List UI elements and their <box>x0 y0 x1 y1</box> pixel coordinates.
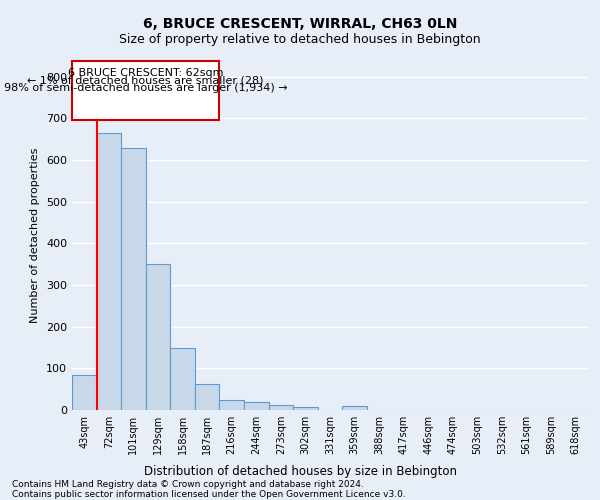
Text: Size of property relative to detached houses in Bebington: Size of property relative to detached ho… <box>119 32 481 46</box>
Y-axis label: Number of detached properties: Number of detached properties <box>31 148 40 322</box>
Bar <box>220 400 244 410</box>
Bar <box>97 133 121 410</box>
Bar <box>195 384 220 410</box>
Bar <box>146 264 170 410</box>
Text: 98% of semi-detached houses are larger (1,934) →: 98% of semi-detached houses are larger (… <box>4 84 287 94</box>
Bar <box>170 348 195 410</box>
Bar <box>121 148 146 410</box>
Text: 6, BRUCE CRESCENT, WIRRAL, CH63 0LN: 6, BRUCE CRESCENT, WIRRAL, CH63 0LN <box>143 18 457 32</box>
Text: ← 1% of detached houses are smaller (28): ← 1% of detached houses are smaller (28) <box>28 76 264 86</box>
Bar <box>269 404 293 410</box>
Bar <box>342 406 367 410</box>
FancyBboxPatch shape <box>72 61 220 120</box>
Text: Contains HM Land Registry data © Crown copyright and database right 2024.
Contai: Contains HM Land Registry data © Crown c… <box>12 480 406 499</box>
Text: 6 BRUCE CRESCENT: 62sqm: 6 BRUCE CRESCENT: 62sqm <box>68 68 223 78</box>
Bar <box>293 406 318 410</box>
Text: Distribution of detached houses by size in Bebington: Distribution of detached houses by size … <box>143 464 457 477</box>
Bar <box>72 376 97 410</box>
Bar <box>244 402 269 410</box>
